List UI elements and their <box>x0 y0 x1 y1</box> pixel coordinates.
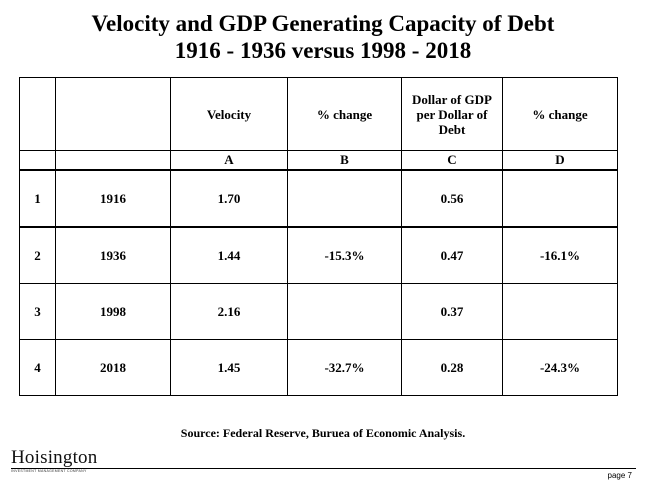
header-cell-row-number <box>19 77 56 151</box>
gdp-change-cell: -16.1% <box>502 226 618 284</box>
page-number: page 7 <box>607 471 632 480</box>
row-number-cell: 3 <box>19 283 56 340</box>
table-row: 1 1916 1.70 0.56 <box>19 169 618 228</box>
gdp-change-cell: -24.3% <box>502 339 618 396</box>
velocity-change-cell: -15.3% <box>287 226 402 284</box>
gdp-per-debt-cell: 0.47 <box>401 226 503 284</box>
gdp-change-cell <box>502 169 618 228</box>
velocity-change-cell: -32.7% <box>287 339 402 396</box>
table-row: 4 2018 1.45 -32.7% 0.28 -24.3% <box>19 339 618 396</box>
page-subtitle: 1916 - 1936 versus 1998 - 2018 <box>174 38 472 63</box>
letter-cell: C <box>401 150 503 171</box>
table-row: 2 1936 1.44 -15.3% 0.47 -16.1% <box>19 226 618 284</box>
letter-cell: D <box>502 150 618 171</box>
letter-cell: A <box>170 150 288 171</box>
year-cell: 1916 <box>55 169 171 228</box>
header-cell-velocity: Velocity <box>170 77 288 151</box>
velocity-cell: 2.16 <box>170 283 288 340</box>
gdp-per-debt-cell: 0.37 <box>401 283 503 340</box>
velocity-cell: 1.45 <box>170 339 288 396</box>
velocity-cell: 1.44 <box>170 226 288 284</box>
source-note: Source: Federal Reserve, Buruea of Econo… <box>180 426 466 440</box>
header-cell-gdp-change: % change <box>502 77 618 151</box>
velocity-change-cell <box>287 283 402 340</box>
gdp-change-cell <box>502 283 618 340</box>
header-cell-velocity-change: % change <box>287 77 402 151</box>
column-letter-row: A B C D <box>19 150 618 171</box>
logo-wordmark: Hoisington <box>11 447 98 468</box>
year-cell: 1998 <box>55 283 171 340</box>
velocity-cell: 1.70 <box>170 169 288 228</box>
page-title: Velocity and GDP Generating Capacity of … <box>91 11 555 36</box>
letter-cell <box>19 150 56 171</box>
data-table: Velocity % change Dollar of GDP per Doll… <box>19 77 618 396</box>
header-cell-year <box>55 77 171 151</box>
row-number-cell: 4 <box>19 339 56 396</box>
year-cell: 2018 <box>55 339 171 396</box>
letter-cell: B <box>287 150 402 171</box>
footer-divider <box>11 468 636 469</box>
velocity-change-cell <box>287 169 402 228</box>
gdp-per-debt-cell: 0.28 <box>401 339 503 396</box>
gdp-per-debt-cell: 0.56 <box>401 169 503 228</box>
letter-cell <box>55 150 171 171</box>
row-number-cell: 1 <box>19 169 56 228</box>
header-row: Velocity % change Dollar of GDP per Doll… <box>19 77 618 151</box>
header-cell-gdp-per-debt: Dollar of GDP per Dollar of Debt <box>401 77 503 151</box>
row-number-cell: 2 <box>19 226 56 284</box>
logo-tagline: Investment Management Company <box>11 469 87 473</box>
company-logo: Hoisington Investment Management Company <box>11 447 98 474</box>
table-row: 3 1998 2.16 0.37 <box>19 283 618 340</box>
year-cell: 1936 <box>55 226 171 284</box>
